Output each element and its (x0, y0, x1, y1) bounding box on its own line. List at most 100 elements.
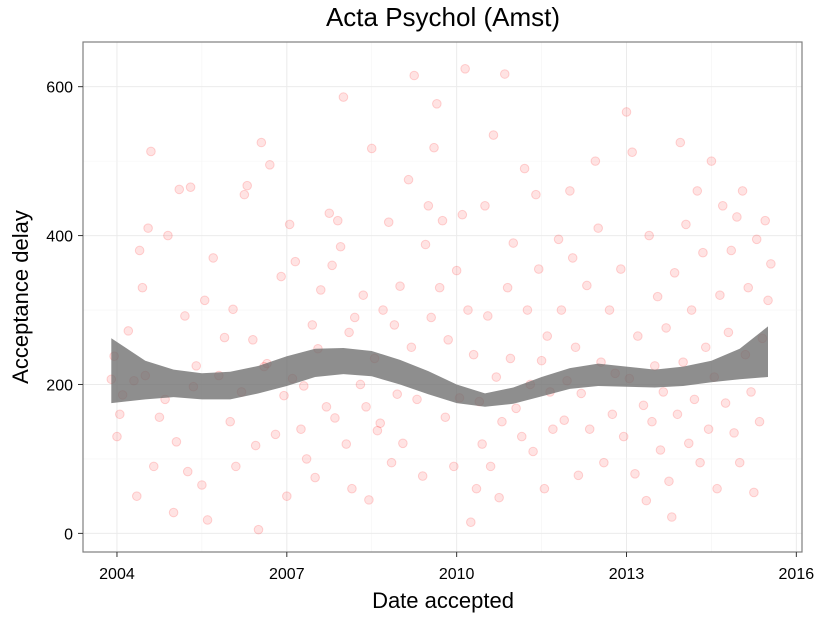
data-point (683, 438, 694, 449)
data-point (321, 402, 332, 412)
data-point (477, 439, 487, 449)
data-point (559, 415, 570, 426)
data-point (743, 282, 754, 293)
data-point (174, 184, 185, 195)
data-point (618, 431, 629, 442)
data-point (231, 461, 241, 472)
smooth-band (111, 326, 769, 407)
grid (83, 42, 802, 552)
data-point (358, 290, 369, 300)
data-point (491, 372, 502, 382)
data-point (182, 466, 193, 477)
data-point (386, 457, 397, 468)
data-point (720, 398, 731, 408)
data-point (466, 517, 476, 528)
data-point (114, 409, 125, 420)
data-point (250, 440, 261, 451)
data-point (202, 515, 213, 525)
data-point (655, 445, 666, 455)
data-point (494, 492, 504, 503)
data-point (706, 156, 717, 166)
data-point (361, 402, 371, 412)
data-point (497, 416, 507, 427)
data-point (185, 182, 196, 192)
data-point (298, 381, 309, 391)
data-point (717, 200, 728, 211)
axes: 2004 2007 2010 2013 2016 0 200 400 600 (46, 80, 814, 583)
data-point (199, 295, 210, 306)
data-point (154, 412, 165, 423)
data-point (349, 312, 360, 323)
data-point (633, 331, 643, 341)
data-point (389, 320, 400, 330)
data-point (511, 403, 521, 414)
data-point (675, 137, 686, 148)
data-point (443, 335, 453, 345)
y-tick-label: 0 (64, 526, 73, 543)
data-point (208, 253, 219, 263)
data-point (372, 425, 383, 436)
data-point (341, 439, 352, 449)
data-point (698, 247, 708, 258)
data-point (766, 259, 776, 269)
data-points (106, 64, 776, 535)
confidence-band (111, 326, 769, 407)
data-point (449, 461, 459, 472)
data-point (531, 189, 541, 200)
data-point (584, 424, 595, 434)
data-point (678, 357, 688, 367)
data-point (440, 412, 451, 423)
data-point (338, 92, 349, 102)
data-point (265, 160, 275, 170)
data-point (723, 327, 734, 338)
data-point (324, 208, 335, 219)
data-point (148, 461, 159, 472)
data-point (310, 472, 320, 483)
data-point (315, 285, 326, 295)
data-point (163, 230, 173, 241)
data-point (335, 241, 346, 252)
data-point (403, 174, 414, 185)
data-point (599, 457, 609, 468)
x-tick-label: 2004 (99, 566, 135, 583)
data-point (409, 70, 419, 81)
data-point (366, 143, 377, 154)
data-point (432, 98, 442, 109)
x-tick-label: 2007 (269, 566, 305, 583)
data-point (672, 409, 683, 420)
data-point (134, 245, 145, 256)
y-axis-title: Acceptance delay (8, 210, 33, 384)
data-point (522, 305, 533, 315)
data-point (666, 512, 677, 522)
data-point (644, 230, 654, 241)
data-point (751, 234, 762, 245)
data-point (505, 353, 516, 364)
data-point (463, 305, 473, 315)
x-axis-title: Date accepted (372, 588, 514, 613)
data-point (536, 355, 547, 366)
data-point (616, 264, 626, 274)
data-point (573, 470, 584, 481)
data-point (582, 280, 592, 291)
data-point (171, 437, 182, 447)
data-point (650, 361, 660, 371)
data-point (301, 454, 312, 464)
data-point (457, 209, 468, 220)
chart-title: Acta Psychol (Amst) (326, 2, 560, 32)
data-point (737, 186, 748, 196)
data-point (290, 256, 301, 267)
data-point (652, 291, 663, 302)
data-point (327, 260, 337, 271)
data-point (471, 483, 482, 494)
data-point (480, 200, 490, 211)
data-point (225, 416, 235, 427)
data-point (426, 312, 436, 323)
data-point (726, 245, 737, 256)
data-point (131, 491, 142, 501)
data-point (412, 394, 422, 405)
data-point (270, 429, 281, 440)
data-point (556, 305, 567, 315)
data-point (355, 379, 366, 390)
data-point (565, 186, 575, 196)
data-point (604, 305, 615, 315)
